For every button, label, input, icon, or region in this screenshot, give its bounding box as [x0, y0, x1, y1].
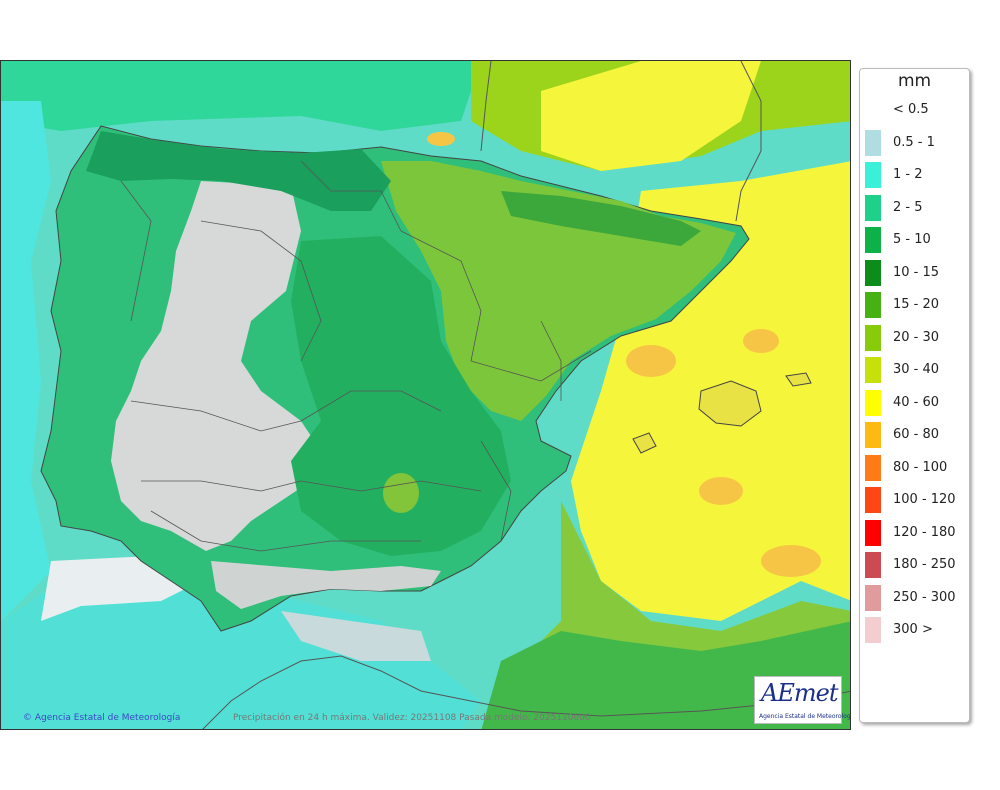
legend-swatch [865, 227, 881, 253]
logo-mark: AEmet [761, 679, 838, 707]
legend-swatch [865, 97, 881, 123]
africa-coast [202, 655, 850, 729]
credit-text: © Agencia Estatal de Meteorología [23, 713, 180, 723]
legend-item: 60 - 80 [864, 422, 968, 448]
precipitation-map[interactable]: © Agencia Estatal de Meteorología Precip… [0, 60, 851, 730]
legend-item: 1 - 2 [864, 162, 968, 188]
legend-label: 100 - 120 [893, 492, 956, 507]
map-caption: Precipitación en 24 h máxima. Validez: 2… [233, 713, 591, 723]
legend-swatch [865, 617, 881, 643]
legend-item: 180 - 250 [864, 552, 968, 578]
legend-item: 0.5 - 1 [864, 129, 968, 156]
legend-swatch [865, 389, 881, 416]
orange-spot [743, 329, 779, 353]
biscay-band [1, 61, 481, 131]
legend-swatch [865, 194, 881, 221]
credit-label: Agencia Estatal de Meteorología [34, 713, 181, 723]
legend-label: 80 - 100 [893, 459, 948, 475]
legend-label: 30 - 40 [893, 362, 940, 377]
legend-label: 60 - 80 [893, 427, 940, 442]
sierra-yellow-green [383, 473, 419, 513]
alboran-grey [281, 611, 431, 661]
legend-item: 120 - 180 [864, 519, 968, 546]
legend-swatch [865, 422, 881, 448]
legend-label: 120 - 180 [893, 524, 956, 540]
legend-item: 300 > [864, 617, 968, 643]
menorca-island [785, 372, 812, 387]
aemet-logo[interactable]: AEmet Agencia Estatal de Meteorología [754, 676, 850, 724]
legend-swatch [865, 162, 881, 188]
dry-area-centre-west [111, 181, 321, 551]
legend-label: 250 - 300 [893, 589, 956, 605]
legend-label: 1 - 2 [893, 167, 923, 182]
gulf-yellow-patch [541, 61, 761, 171]
atlantic-cyan [1, 101, 51, 621]
legend-item: 2 - 5 [864, 194, 968, 221]
legend-swatch [865, 519, 881, 546]
copyright-icon: © [23, 713, 32, 723]
legend-item: 40 - 60 [864, 389, 968, 416]
legend-swatch [865, 487, 881, 513]
france-north-coast [480, 61, 492, 152]
legend-swatch [865, 259, 881, 286]
legend-item: 30 - 40 [864, 357, 968, 383]
legend-swatch [865, 584, 881, 611]
orange-spot [427, 132, 455, 146]
legend-item: 250 - 300 [864, 584, 968, 611]
legend-item: 80 - 100 [864, 454, 968, 481]
mallorca-island [698, 380, 762, 427]
orange-spot [761, 545, 821, 577]
france-coast [735, 61, 762, 222]
legend-swatch [865, 292, 881, 318]
legend-item: 10 - 15 [864, 259, 968, 286]
legend-swatch [865, 357, 881, 383]
orange-spot [699, 477, 743, 505]
legend-label: 15 - 20 [893, 297, 940, 312]
cantabric-deep-green [86, 131, 391, 211]
legend-label: 5 - 10 [893, 232, 931, 247]
legend-label: 0.5 - 1 [893, 134, 935, 150]
legend-label: < 0.5 [893, 102, 929, 117]
legend-label: 2 - 5 [893, 199, 923, 215]
central-green [291, 236, 511, 556]
legend-swatch [865, 324, 881, 351]
legend-swatch [865, 129, 881, 156]
ibiza-island [632, 432, 657, 454]
logo-subtitle: Agencia Estatal de Meteorología [759, 713, 851, 720]
legend-label: 10 - 15 [893, 264, 940, 280]
legend-swatch [865, 552, 881, 578]
pyrenees-band [501, 191, 701, 246]
legend-swatch [865, 454, 881, 481]
legend-label: 40 - 60 [893, 394, 940, 410]
legend-item: 20 - 30 [864, 324, 968, 351]
legend-label: 180 - 250 [893, 557, 956, 572]
legend: mm < 0.5 0.5 - 1 1 - 2 2 - 5 5 - 10 10 - 15 15… [859, 68, 970, 723]
legend-label: 20 - 30 [893, 329, 940, 345]
legend-item: 100 - 120 [864, 487, 968, 513]
orange-spot [626, 345, 676, 377]
legend-item: < 0.5 [864, 97, 968, 123]
legend-item: 15 - 20 [864, 292, 968, 318]
legend-label: 300 > [893, 622, 933, 637]
legend-unit: mm [897, 71, 932, 91]
legend-item: 5 - 10 [864, 227, 968, 253]
region-borders [120, 160, 592, 552]
dry-area-south [211, 561, 441, 609]
map-canvas [1, 61, 850, 729]
